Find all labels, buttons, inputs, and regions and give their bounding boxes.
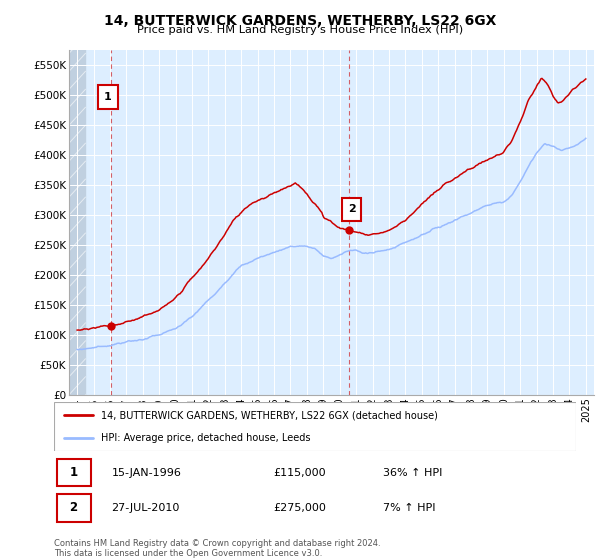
- Text: 1: 1: [69, 466, 77, 479]
- Text: £115,000: £115,000: [273, 468, 326, 478]
- Text: 7% ↑ HPI: 7% ↑ HPI: [383, 503, 436, 513]
- Text: 14, BUTTERWICK GARDENS, WETHERBY, LS22 6GX (detached house): 14, BUTTERWICK GARDENS, WETHERBY, LS22 6…: [101, 410, 438, 421]
- Text: Price paid vs. HM Land Registry's House Price Index (HPI): Price paid vs. HM Land Registry's House …: [137, 25, 463, 35]
- Text: 14, BUTTERWICK GARDENS, WETHERBY, LS22 6GX: 14, BUTTERWICK GARDENS, WETHERBY, LS22 6…: [104, 14, 496, 28]
- Bar: [56, 459, 91, 486]
- Text: 1: 1: [104, 92, 112, 102]
- FancyBboxPatch shape: [341, 198, 361, 221]
- Text: £275,000: £275,000: [273, 503, 326, 513]
- Text: 2: 2: [347, 204, 355, 214]
- Text: 2: 2: [69, 501, 77, 515]
- Bar: [56, 494, 91, 521]
- FancyBboxPatch shape: [98, 85, 118, 109]
- Text: Contains HM Land Registry data © Crown copyright and database right 2024.
This d: Contains HM Land Registry data © Crown c…: [54, 539, 380, 558]
- Text: HPI: Average price, detached house, Leeds: HPI: Average price, detached house, Leed…: [101, 433, 310, 444]
- Text: 36% ↑ HPI: 36% ↑ HPI: [383, 468, 442, 478]
- Text: 27-JUL-2010: 27-JUL-2010: [112, 503, 180, 513]
- Text: 15-JAN-1996: 15-JAN-1996: [112, 468, 181, 478]
